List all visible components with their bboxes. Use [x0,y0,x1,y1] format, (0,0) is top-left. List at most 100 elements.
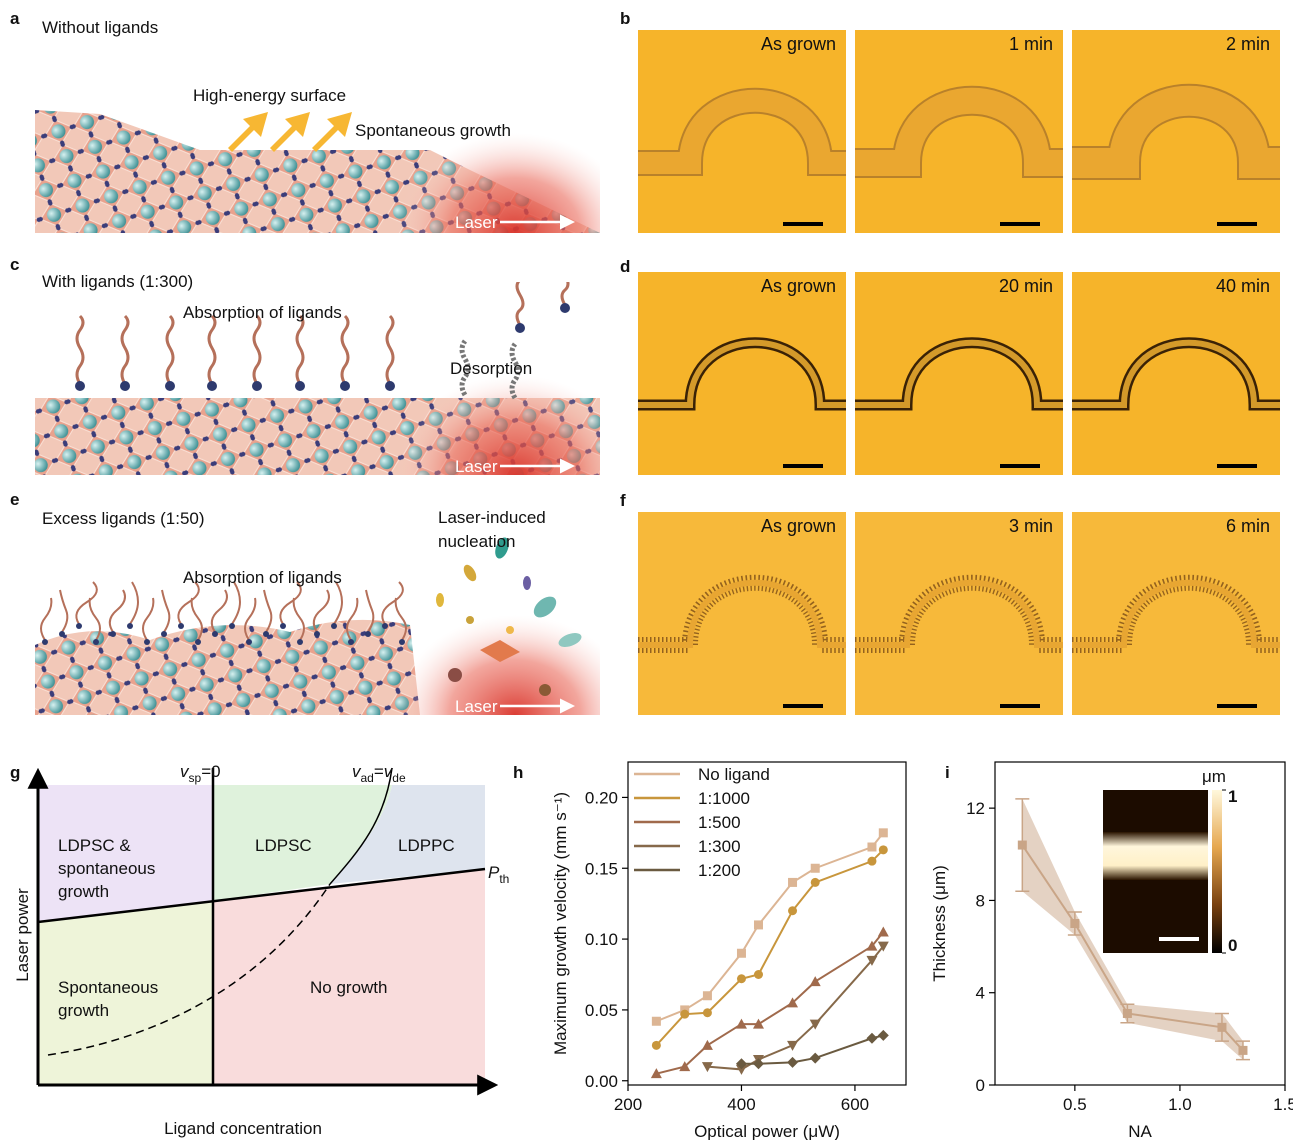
ligand [130,582,138,624]
scale-bar [1217,704,1257,708]
laser-spot [395,133,635,333]
ligand-head [560,303,570,313]
region-label: growth [58,882,109,901]
y-tick-label: 0.10 [585,930,618,949]
ligand-head [348,639,354,645]
crystal [35,620,420,715]
label: Spontaneous growth [355,121,511,140]
point [879,828,888,837]
point [1217,1023,1226,1032]
text: =0 [201,762,220,781]
point [879,845,888,854]
point [811,878,820,887]
panel-title: Excess ligands (1:50) [42,509,205,528]
series-line [707,946,883,1069]
x-axis-label: Optical power (μW) [694,1122,840,1140]
timestamp: As grown [761,516,836,536]
ligand-head [382,623,388,629]
phase-diagram [38,768,494,1085]
panel-letter: d [620,257,630,276]
panel-title: Without ligands [42,18,158,37]
region-label: LDPSC & [58,836,131,855]
y-tick-label: 4 [976,984,985,1003]
label: Absorption of ligands [183,568,342,587]
ligand-head [399,639,405,645]
colorbar-label: μm [1202,767,1226,786]
ligand [209,316,215,384]
ligand-head [76,623,82,629]
scale-bar [783,704,823,708]
y-axis-label: Maximum growth velocity (mm s⁻¹) [551,792,570,1055]
label: Desorption [450,359,532,378]
plot-frame [628,762,906,1085]
ligand-head [42,639,48,645]
point [702,1040,713,1050]
point [878,927,889,937]
ligand [77,316,83,384]
ligand [387,316,393,384]
timestamp: As grown [761,276,836,296]
ligand [334,582,342,624]
region-label: LDPSC [255,836,312,855]
y-tick-label: 0.05 [585,1001,618,1020]
ligand [178,582,199,624]
inset-scale-bar [1159,937,1199,941]
ligand-head [127,623,133,629]
panel-letter: h [513,763,523,782]
illustration-a [35,110,635,333]
point [867,843,876,852]
point [1070,919,1079,928]
ligand-head [297,639,303,645]
point [1123,1009,1132,1018]
ligand-head [110,631,116,637]
charts: h2004006000.000.050.100.150.20Optical po… [513,762,1293,1140]
ligand [41,598,51,640]
ligand-head [246,639,252,645]
laser-label: Laser [455,697,498,716]
inset-stripe [1103,832,1208,880]
point [811,864,820,873]
ligand [60,590,67,632]
region [213,869,485,1085]
ligand-head [515,323,525,333]
ligand [162,590,169,632]
ligand [562,260,568,305]
scale-bar [783,222,823,226]
y-tick-label: 0.15 [585,859,618,878]
ligand-head [385,381,395,391]
legend-label: 1:1000 [698,789,750,808]
scale-bar [1000,464,1040,468]
ligand-head [212,631,218,637]
x-tick-label: 0.5 [1063,1095,1087,1114]
ligand-head [195,639,201,645]
ligand-head [144,639,150,645]
timestamp: 6 min [1226,516,1270,536]
x-axis-label: Ligand concentration [164,1119,322,1138]
ligand [122,316,128,384]
subscript: ad [361,771,374,785]
ligand-head [75,381,85,391]
point [787,1057,798,1068]
x-tick-label: 400 [727,1095,755,1114]
scale-bar [1000,704,1040,708]
label: Laser-induced [438,508,546,527]
point [737,974,746,983]
panel-letter: f [620,491,626,510]
ligand-head [295,381,305,391]
threshold-label: Pth [488,863,509,886]
region-label: Spontaneous [58,978,158,997]
point [680,1010,689,1019]
point [810,1053,821,1064]
y-tick-label: 0 [976,1076,985,1095]
region-label: growth [58,1001,109,1020]
colorbar-tick-label: 1 [1228,787,1237,806]
text: = [374,762,384,781]
point [754,920,763,929]
point [753,1058,764,1069]
y-tick-label: 0.00 [585,1072,618,1091]
legend-label: No ligand [698,765,770,784]
ligand [342,316,348,384]
point [1018,841,1027,850]
scale-bar [1217,222,1257,226]
y-axis-label: Laser power [13,888,32,982]
